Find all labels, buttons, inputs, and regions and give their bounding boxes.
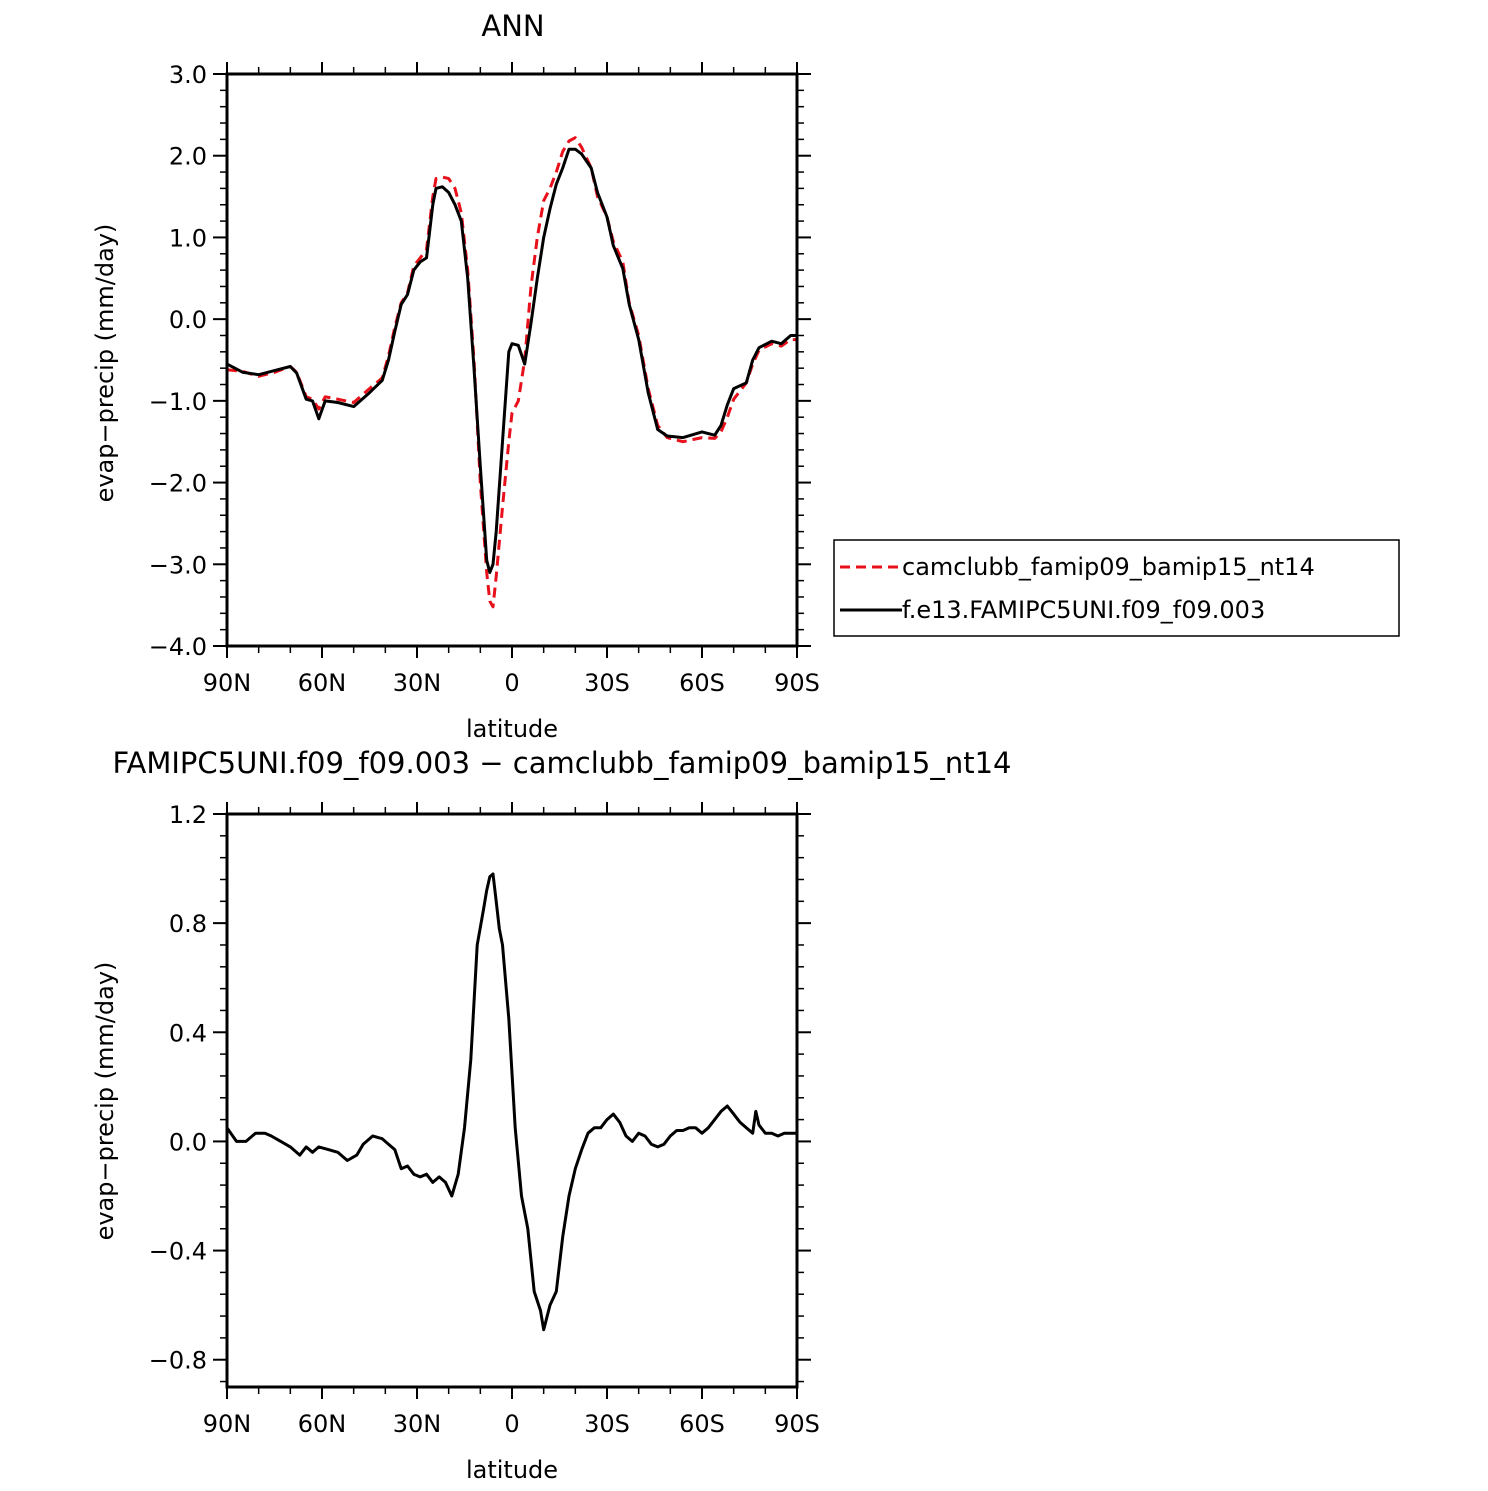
bottom-panel: FAMIPC5UNI.f09_f09.003 − camclubb_famip0…: [91, 746, 1012, 1484]
top-title: ANN: [481, 9, 544, 43]
y-tick-label: 0.4: [169, 1019, 207, 1047]
x-tick-label: 30S: [584, 1410, 630, 1438]
x-tick-label: 90N: [203, 669, 252, 697]
y-tick-label: −2.0: [149, 470, 207, 498]
x-tick-label: 30N: [393, 1410, 442, 1438]
y-tick-label: 0.0: [169, 306, 207, 334]
y-tick-label: −4.0: [149, 633, 207, 661]
top-axes-ticks: 90N 60N 30N 0 30S 60S 90S 3.0 2.0 1.0 0.0 −1.0 −2.0 −…: [149, 61, 820, 697]
bottom-x-axis-label: latitude: [466, 1456, 558, 1484]
x-tick-label: 90N: [203, 1410, 252, 1438]
y-tick-label: 3.0: [169, 61, 207, 89]
bottom-y-axis-label: evap−precip (mm/day): [91, 962, 119, 1241]
bottom-plot-frame: [225, 812, 799, 1389]
x-tick-label: 30S: [584, 669, 630, 697]
x-tick-label: 60N: [298, 1410, 347, 1438]
x-tick-label: 90S: [774, 669, 820, 697]
bottom-title: FAMIPC5UNI.f09_f09.003 − camclubb_famip0…: [112, 746, 1011, 780]
y-tick-label: 0.0: [169, 1128, 207, 1156]
legend-box: [833, 539, 1400, 637]
legend: camclubb_famip09_bamip15_nt14 f.e13.FAMI…: [833, 539, 1400, 637]
y-tick-label: 2.0: [169, 143, 207, 171]
bottom-series-line-0: [225, 872, 799, 1332]
bottom-axes-ticks: 90N 60N 30N 0 30S 60S 90S 1.2 0.8 0.4 0.0 −0.4 −0.8: [149, 801, 820, 1438]
legend-label-famipc5uni: f.e13.FAMIPC5UNI.f09_f09.003: [902, 596, 1265, 624]
y-tick-label: −0.8: [149, 1347, 207, 1375]
x-tick-label: 90S: [774, 1410, 820, 1438]
y-tick-label: 1.2: [169, 801, 207, 829]
top-series: [225, 136, 799, 609]
x-tick-label: 0: [504, 1410, 519, 1438]
top-panel: ANN 90N 60N 30N 0 30S 60S 90S 3.0 2.0 1.0 0.0 −1.0 −…: [91, 9, 820, 743]
top-series-line-0: [226, 136, 797, 609]
x-tick-label: 30N: [393, 669, 442, 697]
y-tick-label: 1.0: [169, 224, 207, 252]
y-tick-label: −0.4: [149, 1238, 207, 1266]
top-plot-frame: [225, 72, 799, 648]
x-tick-label: 60N: [298, 669, 347, 697]
top-series-line-1: [225, 147, 799, 574]
top-x-axis-label: latitude: [466, 715, 558, 743]
y-tick-label: −3.0: [149, 551, 207, 579]
x-tick-label: 0: [504, 669, 519, 697]
y-tick-label: −1.0: [149, 388, 207, 416]
x-tick-label: 60S: [679, 1410, 725, 1438]
bottom-series: [225, 872, 799, 1332]
x-tick-label: 60S: [679, 669, 725, 697]
legend-label-camclubb: camclubb_famip09_bamip15_nt14: [902, 553, 1315, 581]
y-tick-label: 0.8: [169, 910, 207, 938]
top-y-axis-label: evap−precip (mm/day): [91, 224, 119, 503]
